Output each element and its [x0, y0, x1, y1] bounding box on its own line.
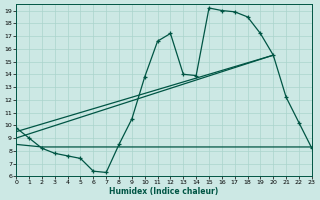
X-axis label: Humidex (Indice chaleur): Humidex (Indice chaleur)	[109, 187, 219, 196]
